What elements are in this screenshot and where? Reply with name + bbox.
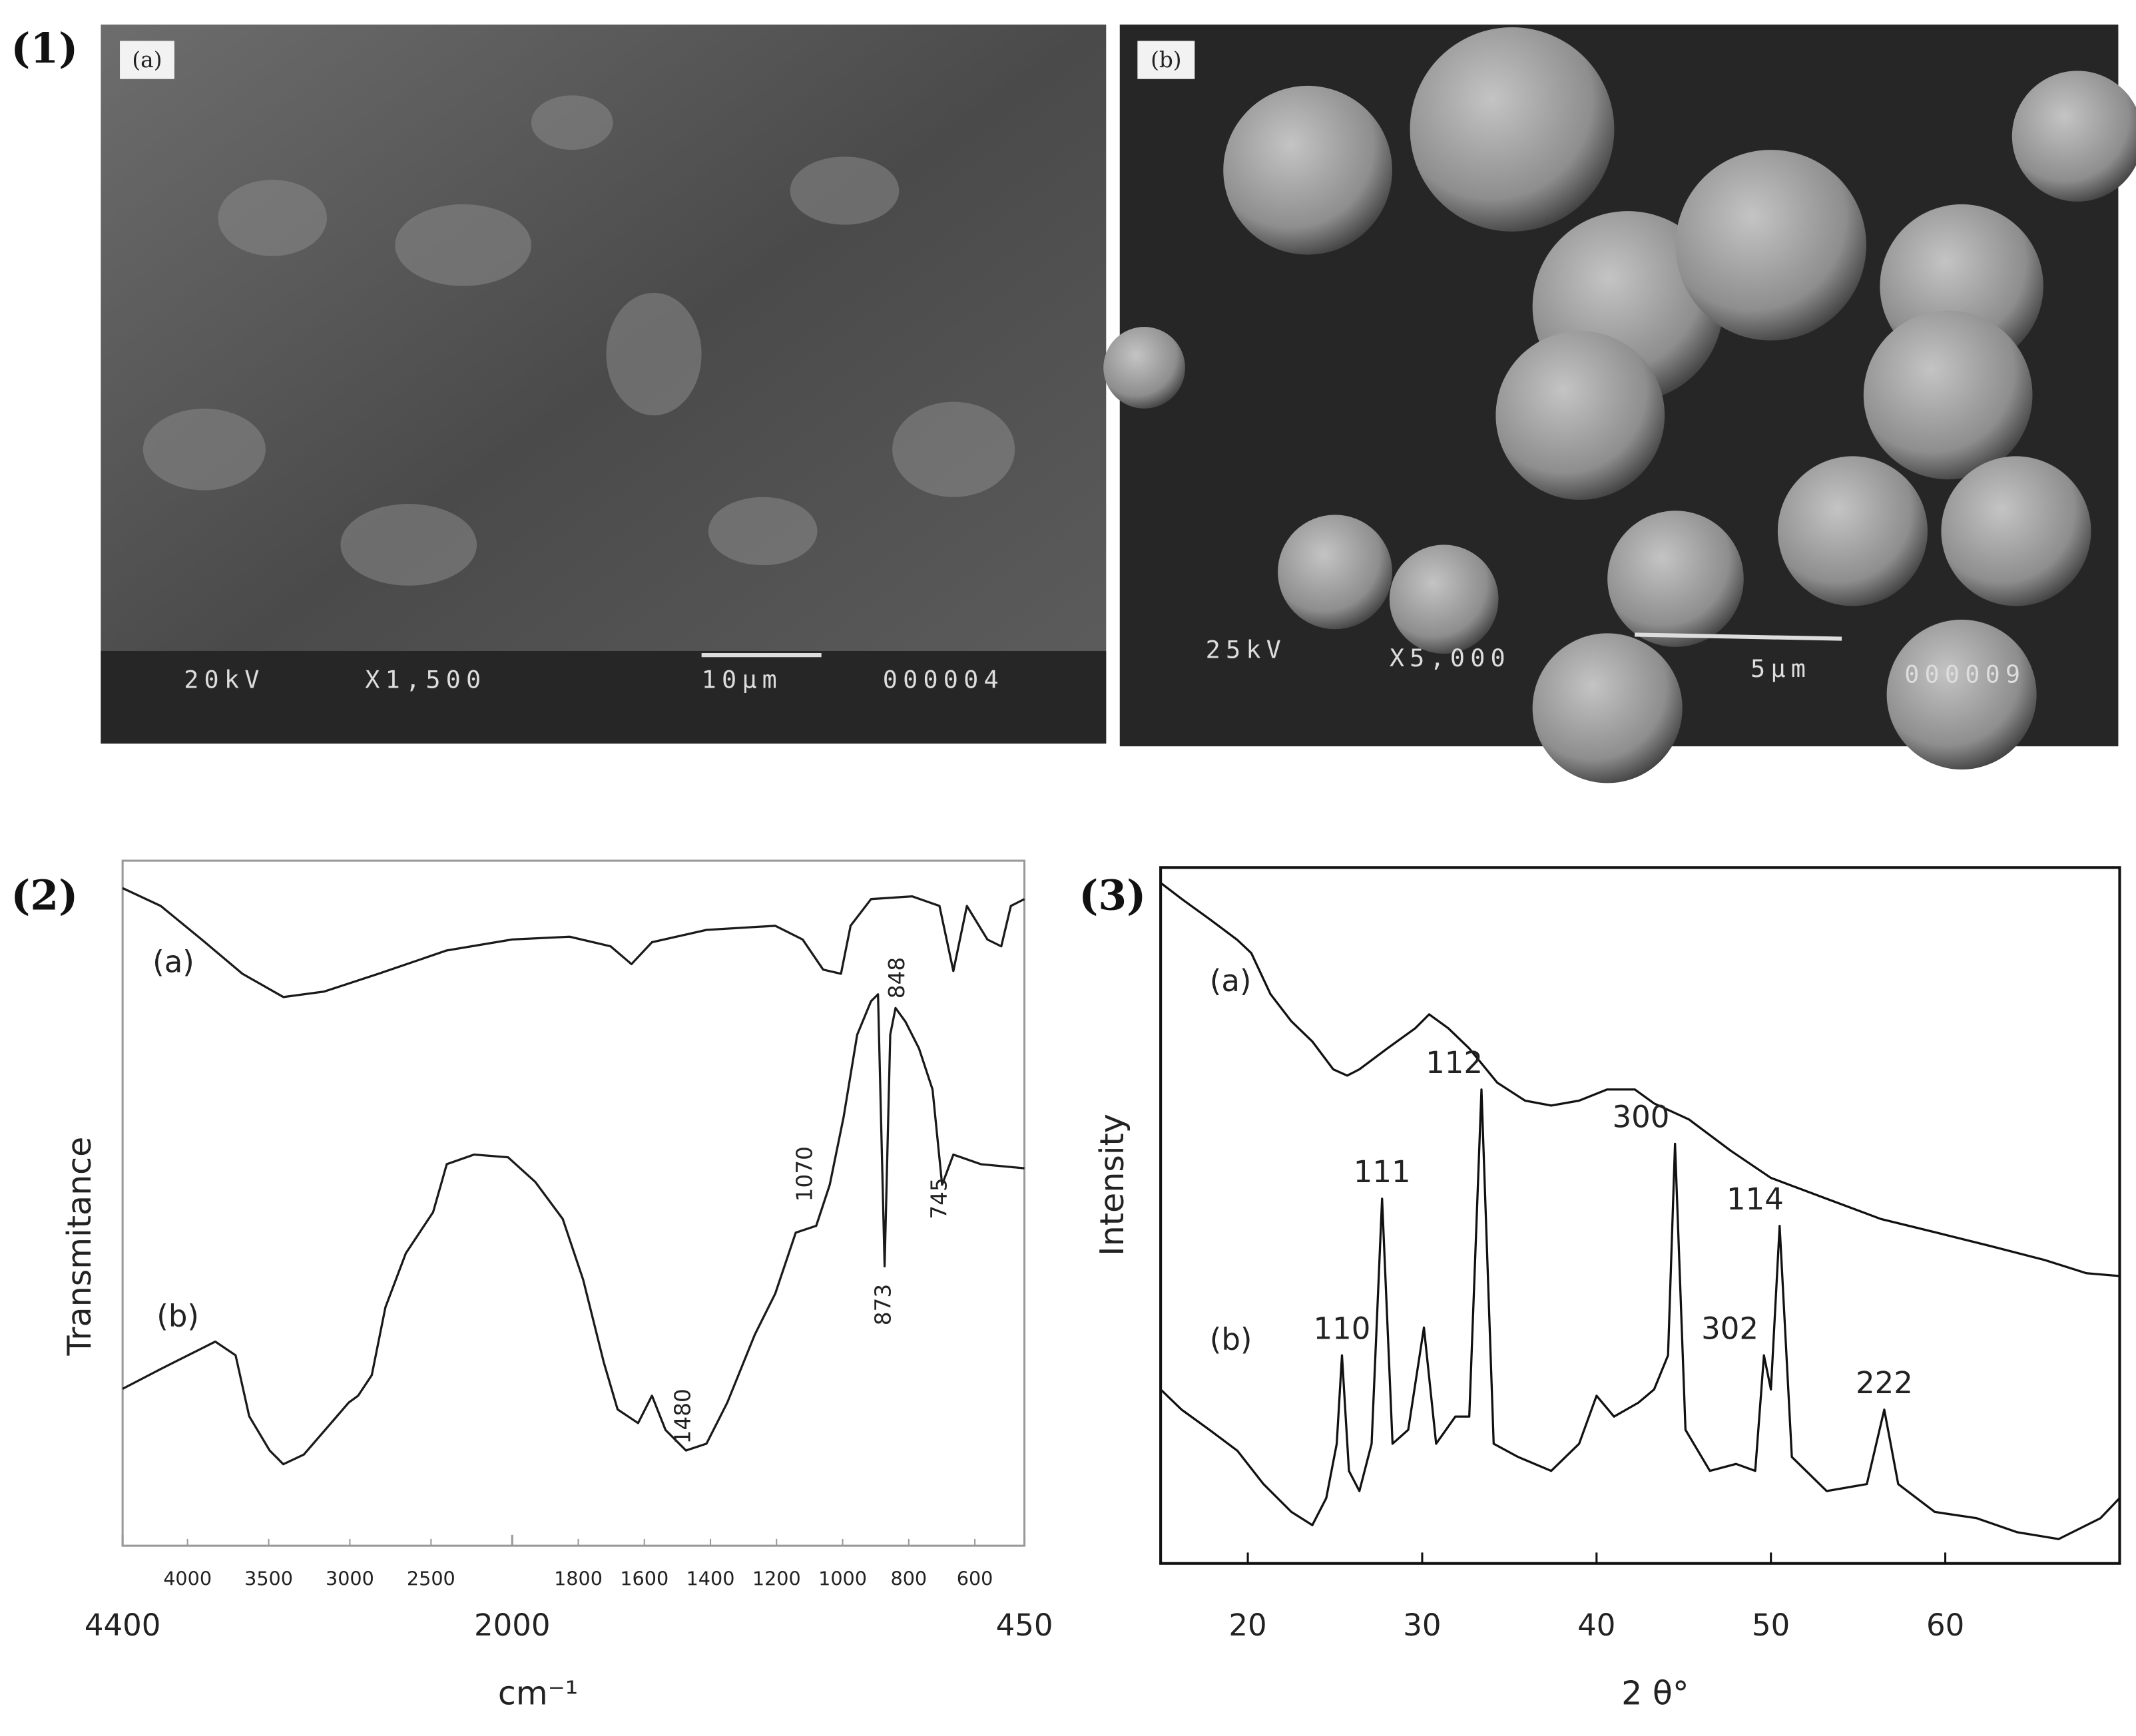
x-tick-label: 50 xyxy=(1752,1608,1790,1643)
x-inner-tick-label: 800 xyxy=(890,1567,927,1590)
x-tick-label: 40 xyxy=(1577,1608,1615,1643)
spectrum-line xyxy=(122,887,1025,998)
spectrum-line xyxy=(1159,1088,2121,1540)
voltage: 25kV xyxy=(1206,635,1286,664)
x-inner-tick-label: 2500 xyxy=(407,1567,455,1590)
peak-label: 222 xyxy=(1856,1365,1913,1401)
series-label: (a) xyxy=(1210,963,1252,998)
peak-label: 1070 xyxy=(792,1146,817,1201)
figure-label: (1) xyxy=(11,25,78,73)
x-inner-tick-label: 600 xyxy=(957,1567,993,1590)
peak-label: 300 xyxy=(1613,1100,1670,1135)
x-inner-tick-label: 1600 xyxy=(620,1567,668,1590)
peak-label: 1480 xyxy=(670,1389,695,1444)
x-axis-label: cm⁻¹ xyxy=(498,1674,578,1713)
peak-label: 745 xyxy=(927,1178,952,1219)
sem-image-b: (b) 25kV X5,000 5μm 000009 xyxy=(1103,24,2136,783)
image-tag: (a) xyxy=(132,47,162,73)
x-inner-tick-label: 1400 xyxy=(686,1567,735,1590)
x-tick-label: 450 xyxy=(996,1608,1053,1643)
peak-label: 111 xyxy=(1354,1154,1411,1190)
x-inner-tick-label: 3500 xyxy=(244,1567,293,1590)
x-inner-tick-label: 1200 xyxy=(752,1567,801,1590)
figure-label: (2) xyxy=(11,871,78,919)
scale-label: 10μm xyxy=(702,665,782,694)
series-label: (b) xyxy=(1210,1321,1252,1357)
voltage: 20kV xyxy=(184,665,264,694)
x-inner-tick-label: 1000 xyxy=(818,1567,867,1590)
x-tick-label: 4400 xyxy=(85,1608,161,1643)
sem-image-a: (a) 20kV X1,500 10μm 000004 xyxy=(101,24,1107,744)
peak-label: 873 xyxy=(871,1284,896,1325)
scale-bar xyxy=(1635,632,1842,641)
plot-frame xyxy=(121,859,1026,1547)
spheres xyxy=(1103,27,2136,783)
magnification: X1,500 xyxy=(365,665,486,694)
x-tick-label: 30 xyxy=(1403,1608,1441,1643)
image-tag: (b) xyxy=(1151,47,1181,73)
texture xyxy=(142,95,1015,586)
series-label: (a) xyxy=(152,945,194,980)
info-bar xyxy=(101,650,1107,744)
peak-label: 114 xyxy=(1727,1182,1784,1217)
figure-label: (3) xyxy=(1079,871,1146,919)
scale-label: 5μm xyxy=(1750,654,1811,683)
tag-box xyxy=(1137,41,1195,79)
peak-label: 112 xyxy=(1426,1045,1483,1080)
magnification: X5,000 xyxy=(1390,644,1511,672)
x-axis-label: 2 θ° xyxy=(1621,1674,1689,1713)
y-axis-label: Transmitance xyxy=(60,1137,99,1357)
x-inner-tick-label: 1800 xyxy=(554,1567,603,1590)
series-label: (b) xyxy=(156,1298,199,1333)
peak-label: 848 xyxy=(884,957,910,998)
y-axis-label: Intensity xyxy=(1093,1114,1131,1256)
tag-box xyxy=(120,41,174,79)
image-number: 000009 xyxy=(1904,660,2025,688)
peak-label: 110 xyxy=(1314,1311,1371,1346)
spectrum-line xyxy=(122,993,1025,1466)
x-inner-tick-label: 3000 xyxy=(326,1567,374,1590)
x-tick-label: 20 xyxy=(1228,1608,1266,1643)
x-tick-label: 2000 xyxy=(474,1608,551,1643)
x-tick-label: 60 xyxy=(1926,1608,1964,1643)
peak-label: 302 xyxy=(1701,1311,1758,1346)
micrograph xyxy=(101,24,1107,744)
image-number: 000004 xyxy=(883,665,1004,694)
x-inner-tick-label: 4000 xyxy=(163,1567,212,1590)
plot-frame xyxy=(1159,866,2121,1565)
spectrum-line xyxy=(1160,881,2120,1277)
